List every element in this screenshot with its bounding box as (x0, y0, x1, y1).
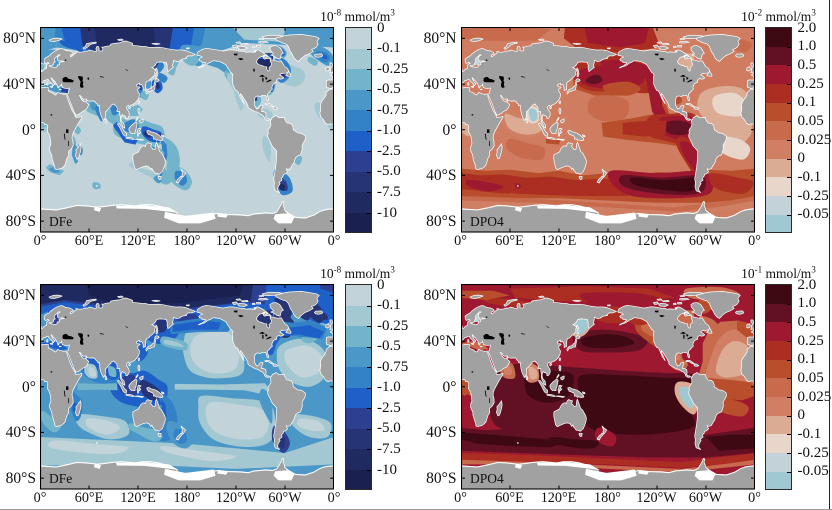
svg-text:DPO4: DPO4 (470, 471, 504, 486)
svg-text:DFe: DFe (49, 471, 72, 486)
svg-text:DPO4: DPO4 (470, 214, 504, 229)
svg-text:DFe: DFe (49, 214, 72, 229)
